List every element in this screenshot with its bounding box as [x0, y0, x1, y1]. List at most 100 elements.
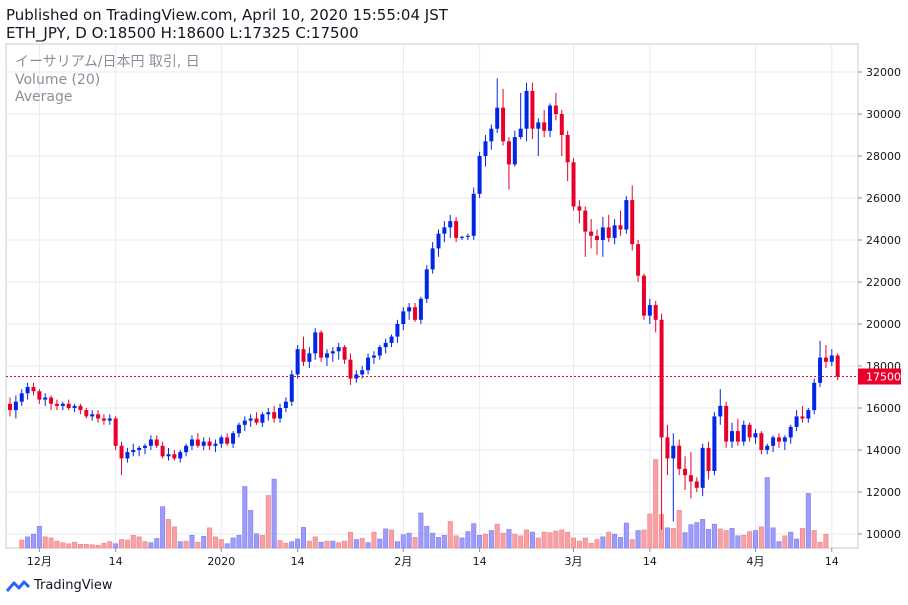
volume-bar [95, 545, 101, 549]
volume-bar [465, 531, 471, 549]
volume-bar [236, 534, 242, 549]
volume-bar [42, 536, 48, 549]
y-tick-label: 10000 [866, 528, 901, 541]
candle-body [225, 437, 230, 444]
y-tick-label: 22000 [866, 276, 901, 289]
volume-bar [377, 538, 383, 549]
volume-bar [54, 540, 60, 549]
volume-bar [752, 530, 758, 549]
volume-bar [318, 541, 324, 549]
candle-body [366, 357, 371, 371]
candle-body [512, 137, 517, 165]
volume-bar [541, 531, 547, 549]
volume-bar [430, 532, 436, 549]
candle-body [395, 324, 400, 337]
volume-bar [165, 519, 171, 549]
volume-bar [582, 537, 588, 549]
x-tick-label: 14 [291, 555, 305, 568]
candle-body [741, 424, 746, 442]
volume-bar [559, 529, 565, 549]
volume-bar [412, 537, 418, 549]
candle-body [278, 408, 283, 419]
y-tick-label: 32000 [866, 66, 901, 79]
publish-header: Published on TradingView.com, April 10, … [6, 6, 448, 24]
tradingview-logo-icon [6, 580, 30, 592]
x-tick-label: 14 [825, 555, 839, 568]
volume-bar [66, 543, 72, 549]
candle-body [589, 231, 594, 236]
volume-bar [782, 535, 788, 549]
candle-body [776, 437, 781, 442]
candle-body [489, 128, 494, 142]
candle-body [313, 332, 318, 354]
volume-bar [365, 542, 371, 549]
candle-body [166, 454, 171, 457]
volume-bar [441, 534, 447, 549]
candle-body [336, 347, 341, 352]
candle-body [148, 439, 153, 446]
candle-body [236, 424, 241, 434]
candle-body [600, 227, 605, 240]
candle-body [383, 342, 388, 348]
candle-body [54, 403, 59, 406]
volume-bar [512, 533, 518, 549]
volume-bar [811, 530, 817, 549]
candle-body [330, 351, 335, 354]
candle-body [659, 319, 664, 438]
volume-bar [623, 522, 629, 549]
candle-body [184, 445, 189, 453]
volume-bar [177, 541, 183, 549]
volume-bar [788, 531, 794, 549]
volume-bar [682, 532, 688, 549]
y-tick-label: 20000 [866, 318, 901, 331]
volume-bar [353, 539, 359, 549]
candle-body [495, 107, 500, 129]
candle-body [747, 424, 752, 438]
candle-body [242, 420, 247, 425]
candle-body [653, 305, 658, 320]
volume-bar [565, 531, 571, 549]
volume-bar [600, 536, 606, 549]
brand-label: TradingView [34, 578, 113, 593]
volume-bar [670, 528, 676, 549]
tradingview-brand[interactable]: TradingView [6, 578, 113, 593]
candle-body [718, 405, 723, 417]
candle-body [137, 447, 142, 450]
volume-bar [336, 542, 342, 549]
candle-body [113, 418, 118, 446]
last-price-label: 17500 [866, 371, 901, 384]
candle-body [307, 353, 312, 362]
candle-body [818, 357, 823, 383]
volume-bar [242, 486, 248, 549]
candle-body [788, 426, 793, 438]
volume-bar [488, 530, 494, 549]
candle-body [483, 141, 488, 156]
y-tick-label: 26000 [866, 192, 901, 205]
volume-bar [529, 531, 535, 549]
volume-bar [142, 541, 148, 549]
x-tick-label: 3月 [565, 555, 583, 568]
volume-bar [394, 541, 400, 549]
x-tick-label: 14 [643, 555, 657, 568]
volume-bar [606, 531, 612, 549]
y-tick-label: 14000 [866, 444, 901, 457]
volume-bar [723, 530, 729, 549]
candle-body [524, 90, 529, 129]
volume-bar [617, 537, 623, 549]
candle-body [107, 418, 112, 421]
candle-body [571, 162, 576, 207]
volume-bar [195, 541, 201, 549]
candle-body [96, 414, 101, 419]
candle-body [125, 452, 130, 459]
volume-bar [389, 529, 395, 549]
volume-bar [694, 522, 700, 549]
volume-bar [119, 539, 125, 549]
candle-body [424, 269, 429, 299]
volume-bar [571, 537, 577, 549]
volume-bar [717, 528, 723, 549]
volume-bar [107, 541, 113, 549]
volume-bar [764, 477, 770, 549]
candle-body [454, 221, 459, 238]
candle-body [506, 141, 511, 165]
